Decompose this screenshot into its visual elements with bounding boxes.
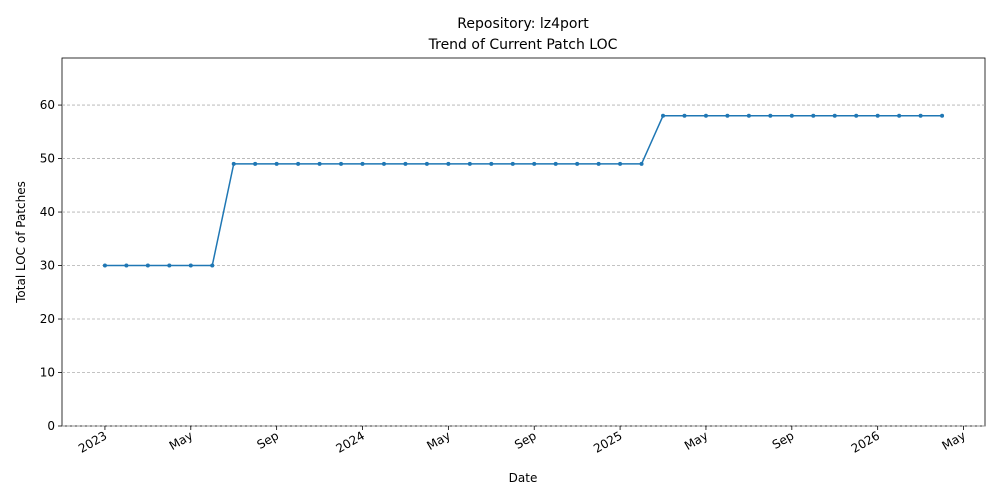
point <box>682 113 687 118</box>
x-tick-label: 2026 <box>849 428 882 455</box>
point <box>360 161 365 166</box>
point <box>789 113 794 118</box>
point <box>510 161 515 166</box>
point <box>940 113 945 118</box>
point <box>661 113 666 118</box>
point <box>403 161 408 166</box>
y-tick-label: 40 <box>40 205 55 219</box>
point <box>897 113 902 118</box>
plot-frame <box>61 57 986 427</box>
point <box>253 161 258 166</box>
x-tick-label: 2023 <box>76 428 109 455</box>
y-tick-label: 0 <box>47 419 55 433</box>
point <box>317 161 322 166</box>
point <box>703 113 708 118</box>
point <box>618 161 623 166</box>
x-tick-label: Sep <box>770 428 797 451</box>
point <box>875 113 880 118</box>
point <box>489 161 494 166</box>
point <box>746 113 751 118</box>
y-tick-label: 20 <box>40 312 55 326</box>
point <box>639 161 644 166</box>
point <box>210 263 215 268</box>
point <box>918 113 923 118</box>
x-tick-label: 2025 <box>591 428 624 455</box>
x-tick-label: May <box>424 428 452 453</box>
x-tick-label: Sep <box>512 428 539 451</box>
x-tick-label: Sep <box>255 428 282 451</box>
y-tick-label: 60 <box>40 98 55 112</box>
point <box>381 161 386 166</box>
point <box>446 161 451 166</box>
point <box>725 113 730 118</box>
point <box>296 161 301 166</box>
point <box>124 263 129 268</box>
point <box>553 161 558 166</box>
line <box>104 115 943 267</box>
x-axis-label: Date <box>509 471 538 485</box>
point <box>188 263 193 268</box>
point <box>811 113 816 118</box>
y-axis-label: Total LOC of Patches <box>14 181 28 304</box>
point <box>467 161 472 166</box>
point <box>532 161 537 166</box>
point <box>768 113 773 118</box>
y-tick-label: 30 <box>40 259 55 273</box>
chart-title: Repository: lz4port <box>457 16 589 32</box>
point <box>854 113 859 118</box>
point <box>575 161 580 166</box>
point <box>596 161 601 166</box>
x-tick-label: May <box>682 428 710 453</box>
chart-subtitle: Trend of Current Patch LOC <box>428 37 618 53</box>
y-tick-label: 10 <box>40 366 55 380</box>
point <box>231 161 236 166</box>
x-tick-label: May <box>167 428 195 453</box>
point <box>424 161 429 166</box>
x-tick-label: May <box>940 428 968 453</box>
point <box>167 263 172 268</box>
y-tick-label: 50 <box>40 152 55 166</box>
point <box>339 161 344 166</box>
point <box>102 263 107 268</box>
point <box>145 263 150 268</box>
point <box>274 161 279 166</box>
x-tick-label: 2024 <box>334 428 367 455</box>
point <box>832 113 837 118</box>
